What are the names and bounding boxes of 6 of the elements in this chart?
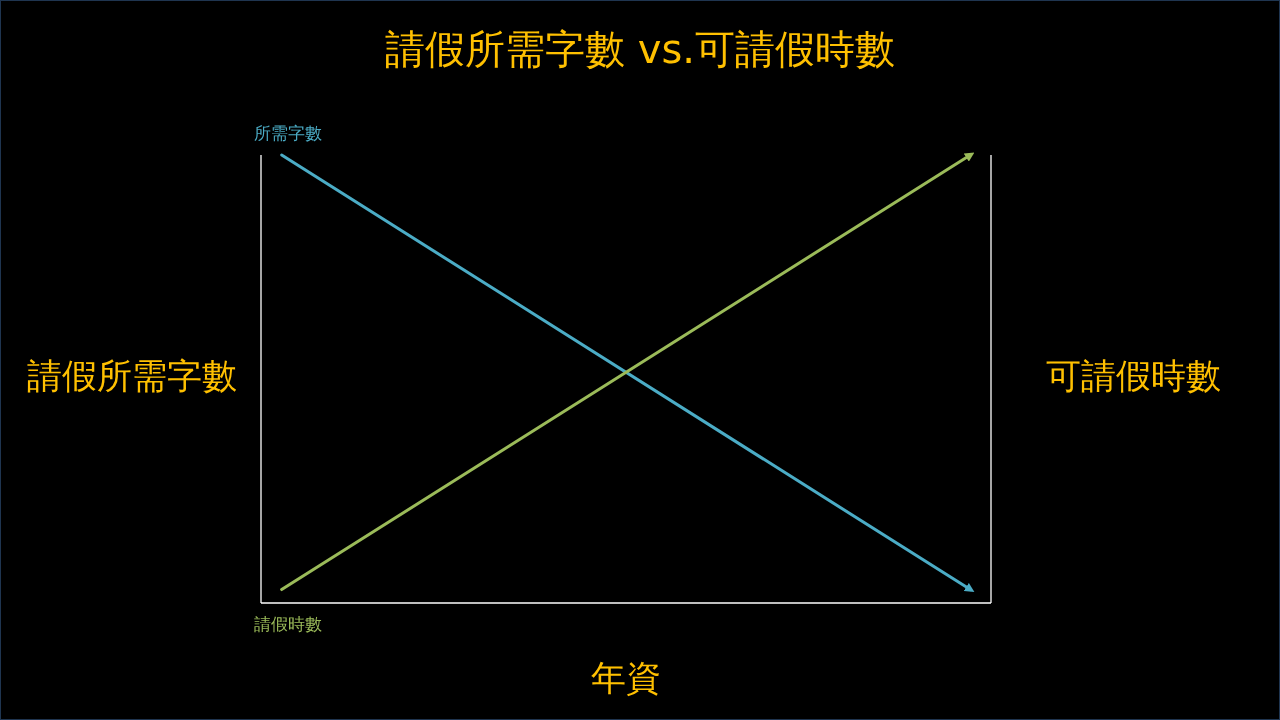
text: 請假時數 xyxy=(254,614,322,634)
y2-axis-title: 可請假時數 xyxy=(1045,356,1221,396)
chart-title: 請假所需字數 vs.可請假時數 xyxy=(385,26,895,72)
series-label: 所需字數 xyxy=(254,123,322,143)
y-axis-title: 請假所需字數 xyxy=(27,356,237,396)
x-axis-title: 年資 xyxy=(591,658,661,698)
